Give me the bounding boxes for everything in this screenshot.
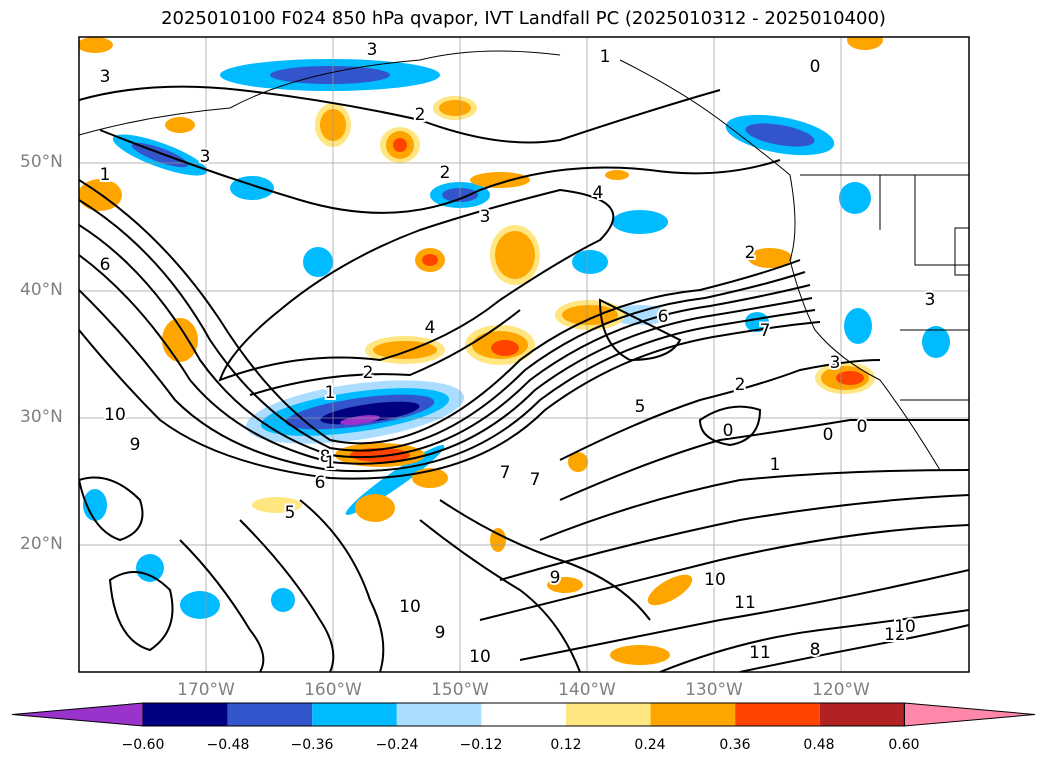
contour-label: 3 <box>925 290 936 310</box>
chart-title: 2025010100 F024 850 hPa qvapor, IVT Land… <box>161 8 886 29</box>
colorbar-tick-label: −0.24 <box>375 737 419 753</box>
contour-label: 1 <box>770 455 781 475</box>
contour-label: 1 <box>600 47 611 67</box>
contour-label: 2 <box>415 105 426 125</box>
colorbar-tick-label: 0.24 <box>634 737 666 753</box>
contour-label: 7 <box>760 321 771 341</box>
contour-label: 10 <box>399 597 421 617</box>
contour-label: 3 <box>100 67 111 87</box>
lon-label-150w: 150°W <box>431 680 489 700</box>
contour-label: 0 <box>723 421 734 441</box>
contour-label: 5 <box>635 397 646 417</box>
lat-label-40n: 40°N <box>20 280 63 300</box>
lat-label-30n: 30°N <box>20 407 63 427</box>
colorbar-tick-label: −0.48 <box>206 737 250 753</box>
colorbar-bin <box>481 703 566 726</box>
contour-label: 3 <box>830 353 841 373</box>
gridlines <box>79 37 969 672</box>
lon-label-140w: 140°W <box>558 680 616 700</box>
contour-label: 0 <box>857 417 868 437</box>
contour-label: 9 <box>550 568 561 588</box>
lon-label-160w: 160°W <box>304 680 362 700</box>
colorbar-bin <box>227 703 313 726</box>
contour-label: 4 <box>593 183 604 203</box>
contour-label: 7 <box>530 470 541 490</box>
contour-label: 2 <box>440 163 451 183</box>
colorbar-extend-low <box>11 702 144 727</box>
colorbar-bin <box>312 703 397 726</box>
contour-label: 11 <box>734 593 756 613</box>
colorbar-bin <box>566 703 651 726</box>
lon-label-170w: 170°W <box>177 680 235 700</box>
contour-label: 6 <box>315 473 326 493</box>
contour-labels: 3 1 01232432123410698765710911101211108910… <box>98 38 938 669</box>
contour-label: 9 <box>130 435 141 455</box>
colorbar-bin <box>650 703 736 726</box>
contour-label: 3 <box>367 40 378 60</box>
colorbar-tick-label: 0.36 <box>719 737 751 753</box>
colorbar-tick-label: 0.12 <box>550 737 582 753</box>
contour-label: 6 <box>658 307 669 327</box>
contour-label: 2 <box>735 375 746 395</box>
colorbar-bin <box>819 703 905 726</box>
map-frame <box>78 36 970 673</box>
colorbar-tick-label: 0.48 <box>803 737 835 753</box>
contour-label: 6 <box>100 255 111 275</box>
contour-label: 11 <box>749 643 771 663</box>
contour-label: 10 <box>704 570 726 590</box>
contour-label: 8 <box>810 640 821 660</box>
contour-label: 10 <box>104 405 126 425</box>
contour-label: 10 <box>894 617 916 637</box>
colorbar-frame <box>142 702 905 727</box>
lon-label-130w: 130°W <box>685 680 743 700</box>
contour-label: 0 <box>810 57 821 77</box>
colorbar-bin <box>143 703 228 726</box>
colorbar <box>11 702 1036 727</box>
contour-label: 8 <box>320 447 331 467</box>
contour-label: 1 <box>325 453 336 473</box>
colorbar-bin <box>396 703 482 726</box>
colorbar-tick-label: −0.12 <box>459 737 503 753</box>
colorbar-extend-high <box>903 702 1036 727</box>
contour-label: 2 <box>363 363 374 383</box>
contour-label: 1 <box>325 383 336 403</box>
colorbar-tick-label: 0.60 <box>888 737 920 753</box>
contour-label: 10 <box>469 647 491 667</box>
contour-label: 7 <box>500 463 511 483</box>
contour-label: 3 <box>480 207 491 227</box>
contour-label: 3 <box>200 147 211 167</box>
contour-label: 0 <box>823 425 834 445</box>
ivt-contours <box>79 85 969 672</box>
colorbar-tick-label: −0.60 <box>121 737 165 753</box>
contour-label: 12 <box>884 625 906 645</box>
coastline <box>79 50 969 471</box>
contour-label: 5 <box>285 503 296 523</box>
contour-label: 9 <box>435 623 446 643</box>
contour-label: 1 <box>100 165 111 185</box>
contour-label: 4 <box>425 318 436 338</box>
lat-label-20n: 20°N <box>20 534 63 554</box>
anomaly-shading <box>79 37 950 665</box>
lat-label-50n: 50°N <box>20 152 63 172</box>
lon-label-120w: 120°W <box>812 680 870 700</box>
colorbar-bin <box>735 703 820 726</box>
colorbar-tick-label: −0.36 <box>290 737 334 753</box>
contour-label: 2 <box>745 243 756 263</box>
